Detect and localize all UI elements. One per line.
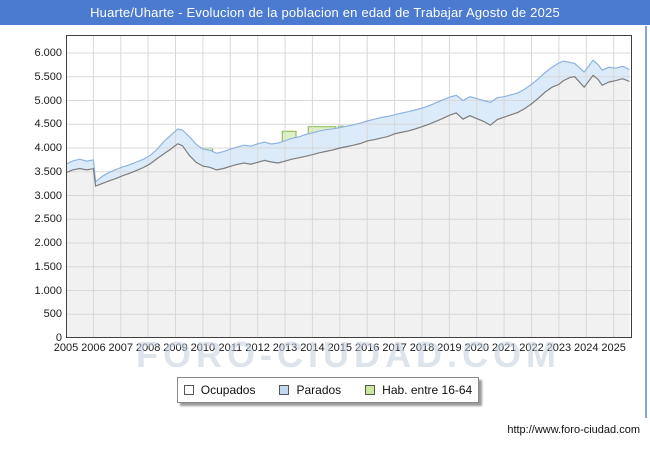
legend-item-hab-16-64: Hab. entre 16-64 [365,383,472,397]
y-tick-label: 5.000 [34,94,62,107]
population-area-chart [66,35,632,338]
legend-item-parados: Parados [279,383,341,397]
x-tick-label: 2011 [218,342,243,354]
x-tick-label: 2022 [519,342,544,354]
x-tick-label: 2006 [81,342,106,354]
y-tick-label: 4.500 [34,118,62,131]
y-tick-label: 2.500 [34,213,62,226]
y-tick-label: 1.000 [34,284,62,297]
x-tick-label: 2024 [574,342,599,354]
legend-label-hab-16-64: Hab. entre 16-64 [382,383,473,397]
x-tick-label: 2019 [437,342,462,354]
x-tick-label: 2014 [300,342,325,354]
legend-label-ocupados: Ocupados [200,383,256,397]
x-tick-label: 2025 [601,342,626,354]
watermark: FORO-CIUDAD.COM [136,334,561,375]
legend-item-ocupados: Ocupados [183,383,256,397]
chart-title: Huarte/Uharte - Evolucion de la poblacio… [0,0,650,25]
x-tick-label: 2023 [546,342,572,354]
y-tick-label: 6.000 [34,47,62,60]
legend-swatch-hab-16-64 [365,385,376,395]
x-tick-label: 2015 [327,342,353,354]
x-tick-label: 2020 [464,342,489,354]
x-tick-label: 2016 [354,342,380,354]
x-tick-label: 2010 [190,342,216,354]
y-tick-label: 500 [43,308,62,321]
x-tick-label: 2021 [491,342,517,354]
y-tick-label: 3.500 [34,165,62,178]
legend-swatch-parados [279,385,290,395]
x-tick-label: 2008 [135,342,161,354]
scrollbar-strip[interactable] [645,26,647,418]
x-tick-label: 2017 [382,342,407,354]
y-tick-label: 4.000 [34,142,62,155]
y-tick-label: 2.000 [34,237,62,250]
y-tick-label: 0 [55,332,62,344]
y-tick-label: 3.000 [34,189,62,202]
legend: Ocupados Parados Hab. entre 16-64 [177,377,479,403]
legend-label-parados: Parados [296,383,342,397]
legend-swatch-ocupados [183,385,194,395]
x-tick-label: 2018 [409,342,435,354]
x-tick-label: 2007 [108,342,133,354]
x-tick-label: 2005 [53,342,79,354]
y-tick-label: 1.500 [34,260,62,273]
y-tick-label: 5.500 [34,70,62,83]
x-tick-label: 2009 [163,342,188,354]
x-tick-label: 2013 [272,342,298,354]
website-url-link[interactable]: http://www.foro-ciudad.com [507,424,640,436]
x-tick-label: 2012 [245,342,270,354]
